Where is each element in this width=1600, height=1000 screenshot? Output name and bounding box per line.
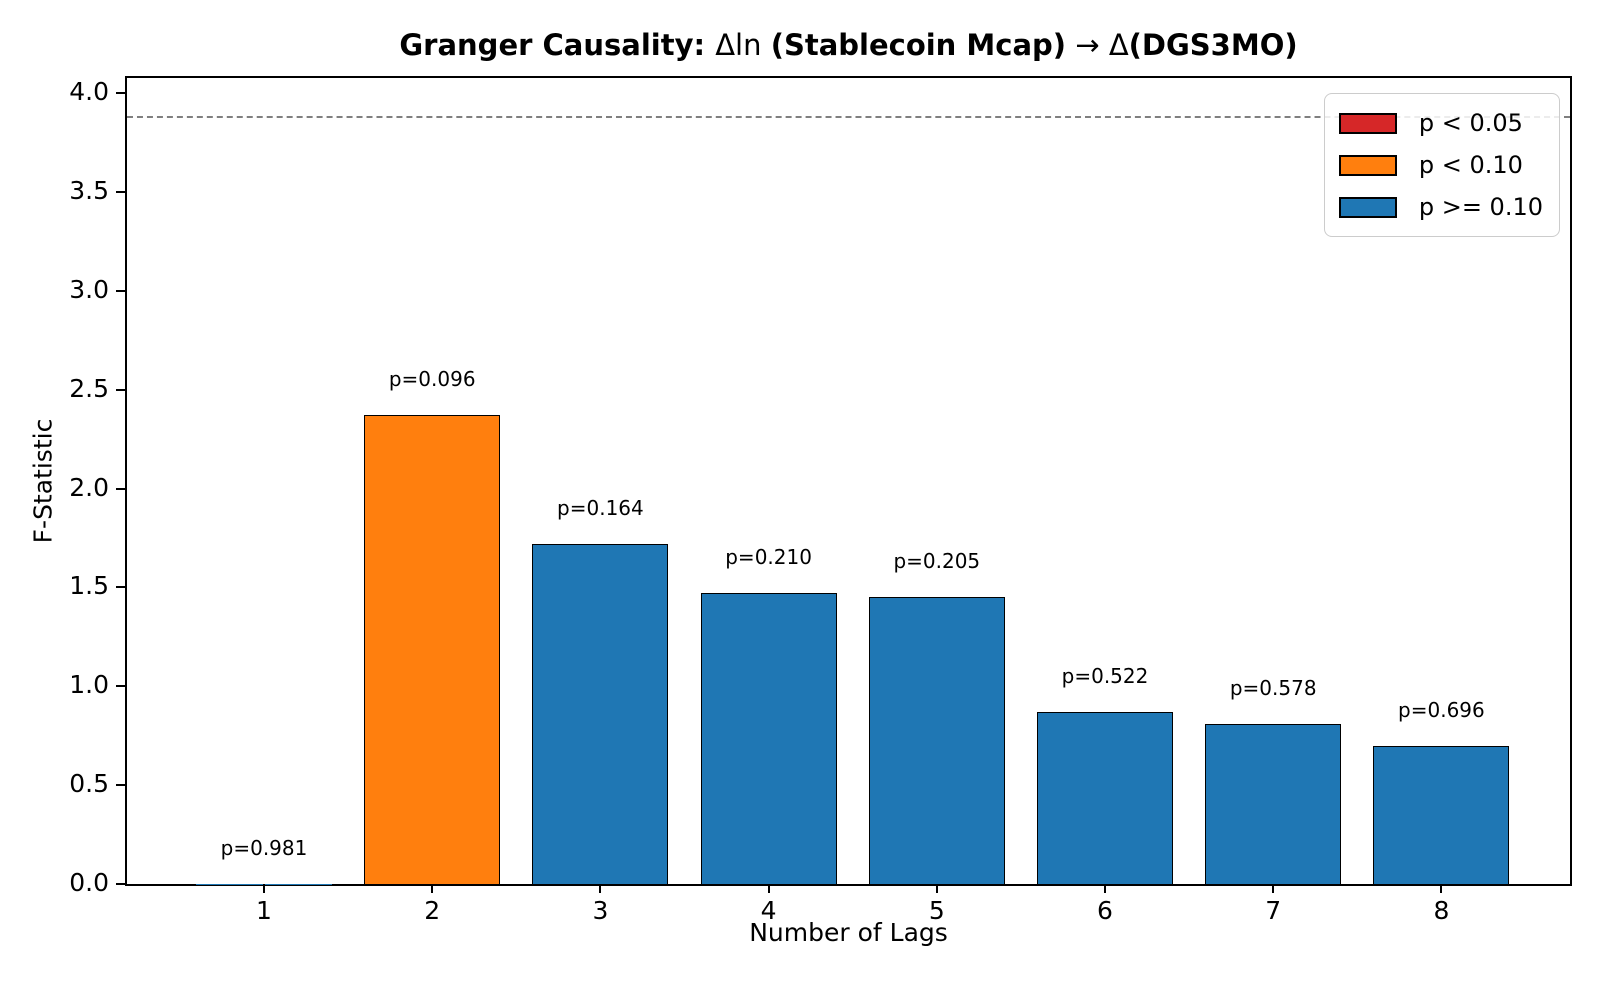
x-tick-mark-6 [1104,884,1106,893]
x-tick-mark-2 [431,884,434,893]
y-tick-label-4.0: 4.0 [69,77,109,106]
bar-p-label-lag-3: p=0.164 [557,495,644,520]
x-tick-label-4: 4 [760,896,777,925]
y-tick-mark-2.5 [116,388,125,391]
legend-row-2: p >= 0.10 [1338,186,1543,228]
x-tick-label-7: 7 [1265,896,1282,925]
y-tick-label-3.5: 3.5 [69,175,109,205]
bar-lag-7 [1205,723,1342,884]
x-tick-mark-7 [1272,884,1275,893]
bar-lag-2 [364,415,501,884]
legend-label-0: p < 0.05 [1418,109,1523,137]
x-tick-label-1: 1 [256,896,272,925]
bar-lag-5 [868,597,1005,884]
chart-title-part-2: (Stablecoin Mcap) [770,28,1067,62]
y-tick-label-1.5: 1.5 [69,571,109,601]
x-tick-label-5: 5 [928,896,945,925]
y-tick-mark-0.5 [116,784,125,787]
y-tick-label-3.0: 3.0 [69,274,109,304]
chart-title: Granger Causality: Δln (Stablecoin Mcap)… [125,28,1572,62]
legend-swatch-0 [1338,112,1397,134]
chart-title-part-1: Δln [715,28,771,62]
y-tick-label-2.0: 2.0 [69,472,109,502]
x-tick-mark-5 [935,884,938,893]
chart-title-part-5: (DGS3MO) [1128,28,1298,62]
y-tick-mark-1.5 [116,586,125,589]
legend-row-0: p < 0.05 [1338,102,1543,144]
legend-label-1: p < 0.10 [1418,151,1523,179]
x-tick-mark-1 [263,884,265,893]
x-tick-label-8: 8 [1433,896,1450,925]
chart-title-part-4: Δ [1108,28,1129,62]
bar-lag-3 [532,543,669,884]
bar-p-label-lag-4: p=0.210 [725,545,812,570]
legend: p < 0.05 p < 0.10 p >= 0.10 [1323,93,1560,237]
legend-label-2: p >= 0.10 [1418,193,1543,221]
chart-title-part-3: → [1066,28,1109,62]
x-tick-label-3: 3 [592,896,609,925]
bar-p-label-lag-2: p=0.096 [388,367,476,392]
legend-swatch-1 [1338,154,1397,176]
y-tick-mark-4.0 [116,92,125,94]
x-tick-mark-8 [1440,884,1443,893]
legend-row-1: p < 0.10 [1338,144,1543,186]
y-tick-mark-0.0 [116,883,125,885]
chart-title-part-0: Granger Causality: [399,28,716,62]
x-tick-label-6: 6 [1097,896,1113,925]
y-tick-mark-2.0 [116,487,125,490]
legend-swatch-2 [1338,196,1397,218]
y-tick-label-0.5: 0.5 [69,769,109,799]
x-tick-mark-3 [599,884,602,893]
y-tick-label-1.0: 1.0 [69,670,109,700]
y-axis-label: F-Statistic [28,418,58,544]
x-tick-label-2: 2 [424,896,441,925]
y-tick-mark-1.0 [116,685,125,688]
bar-p-label-lag-8: p=0.696 [1398,697,1485,722]
bar-p-label-lag-7: p=0.578 [1229,675,1317,700]
y-tick-label-0.0: 0.0 [69,868,109,897]
significance-threshold-line [127,115,1570,118]
y-tick-label-2.5: 2.5 [69,373,109,403]
x-axis-label: Number of Lags [749,918,948,947]
bar-lag-8 [1373,745,1510,884]
bar-p-label-lag-1: p=0.981 [220,835,308,860]
y-tick-mark-3.5 [116,190,125,193]
bar-lag-6 [1037,711,1173,884]
bar-lag-4 [700,593,837,884]
bar-p-label-lag-5: p=0.205 [893,549,981,574]
plot-area: p=0.981 p=0.096 p=0.164 p=0.210 p=0.205 p=0.5… [69,76,1572,925]
bar-p-label-lag-6: p=0.522 [1061,663,1149,688]
y-tick-mark-3.0 [116,289,125,292]
x-tick-mark-4 [767,884,770,893]
